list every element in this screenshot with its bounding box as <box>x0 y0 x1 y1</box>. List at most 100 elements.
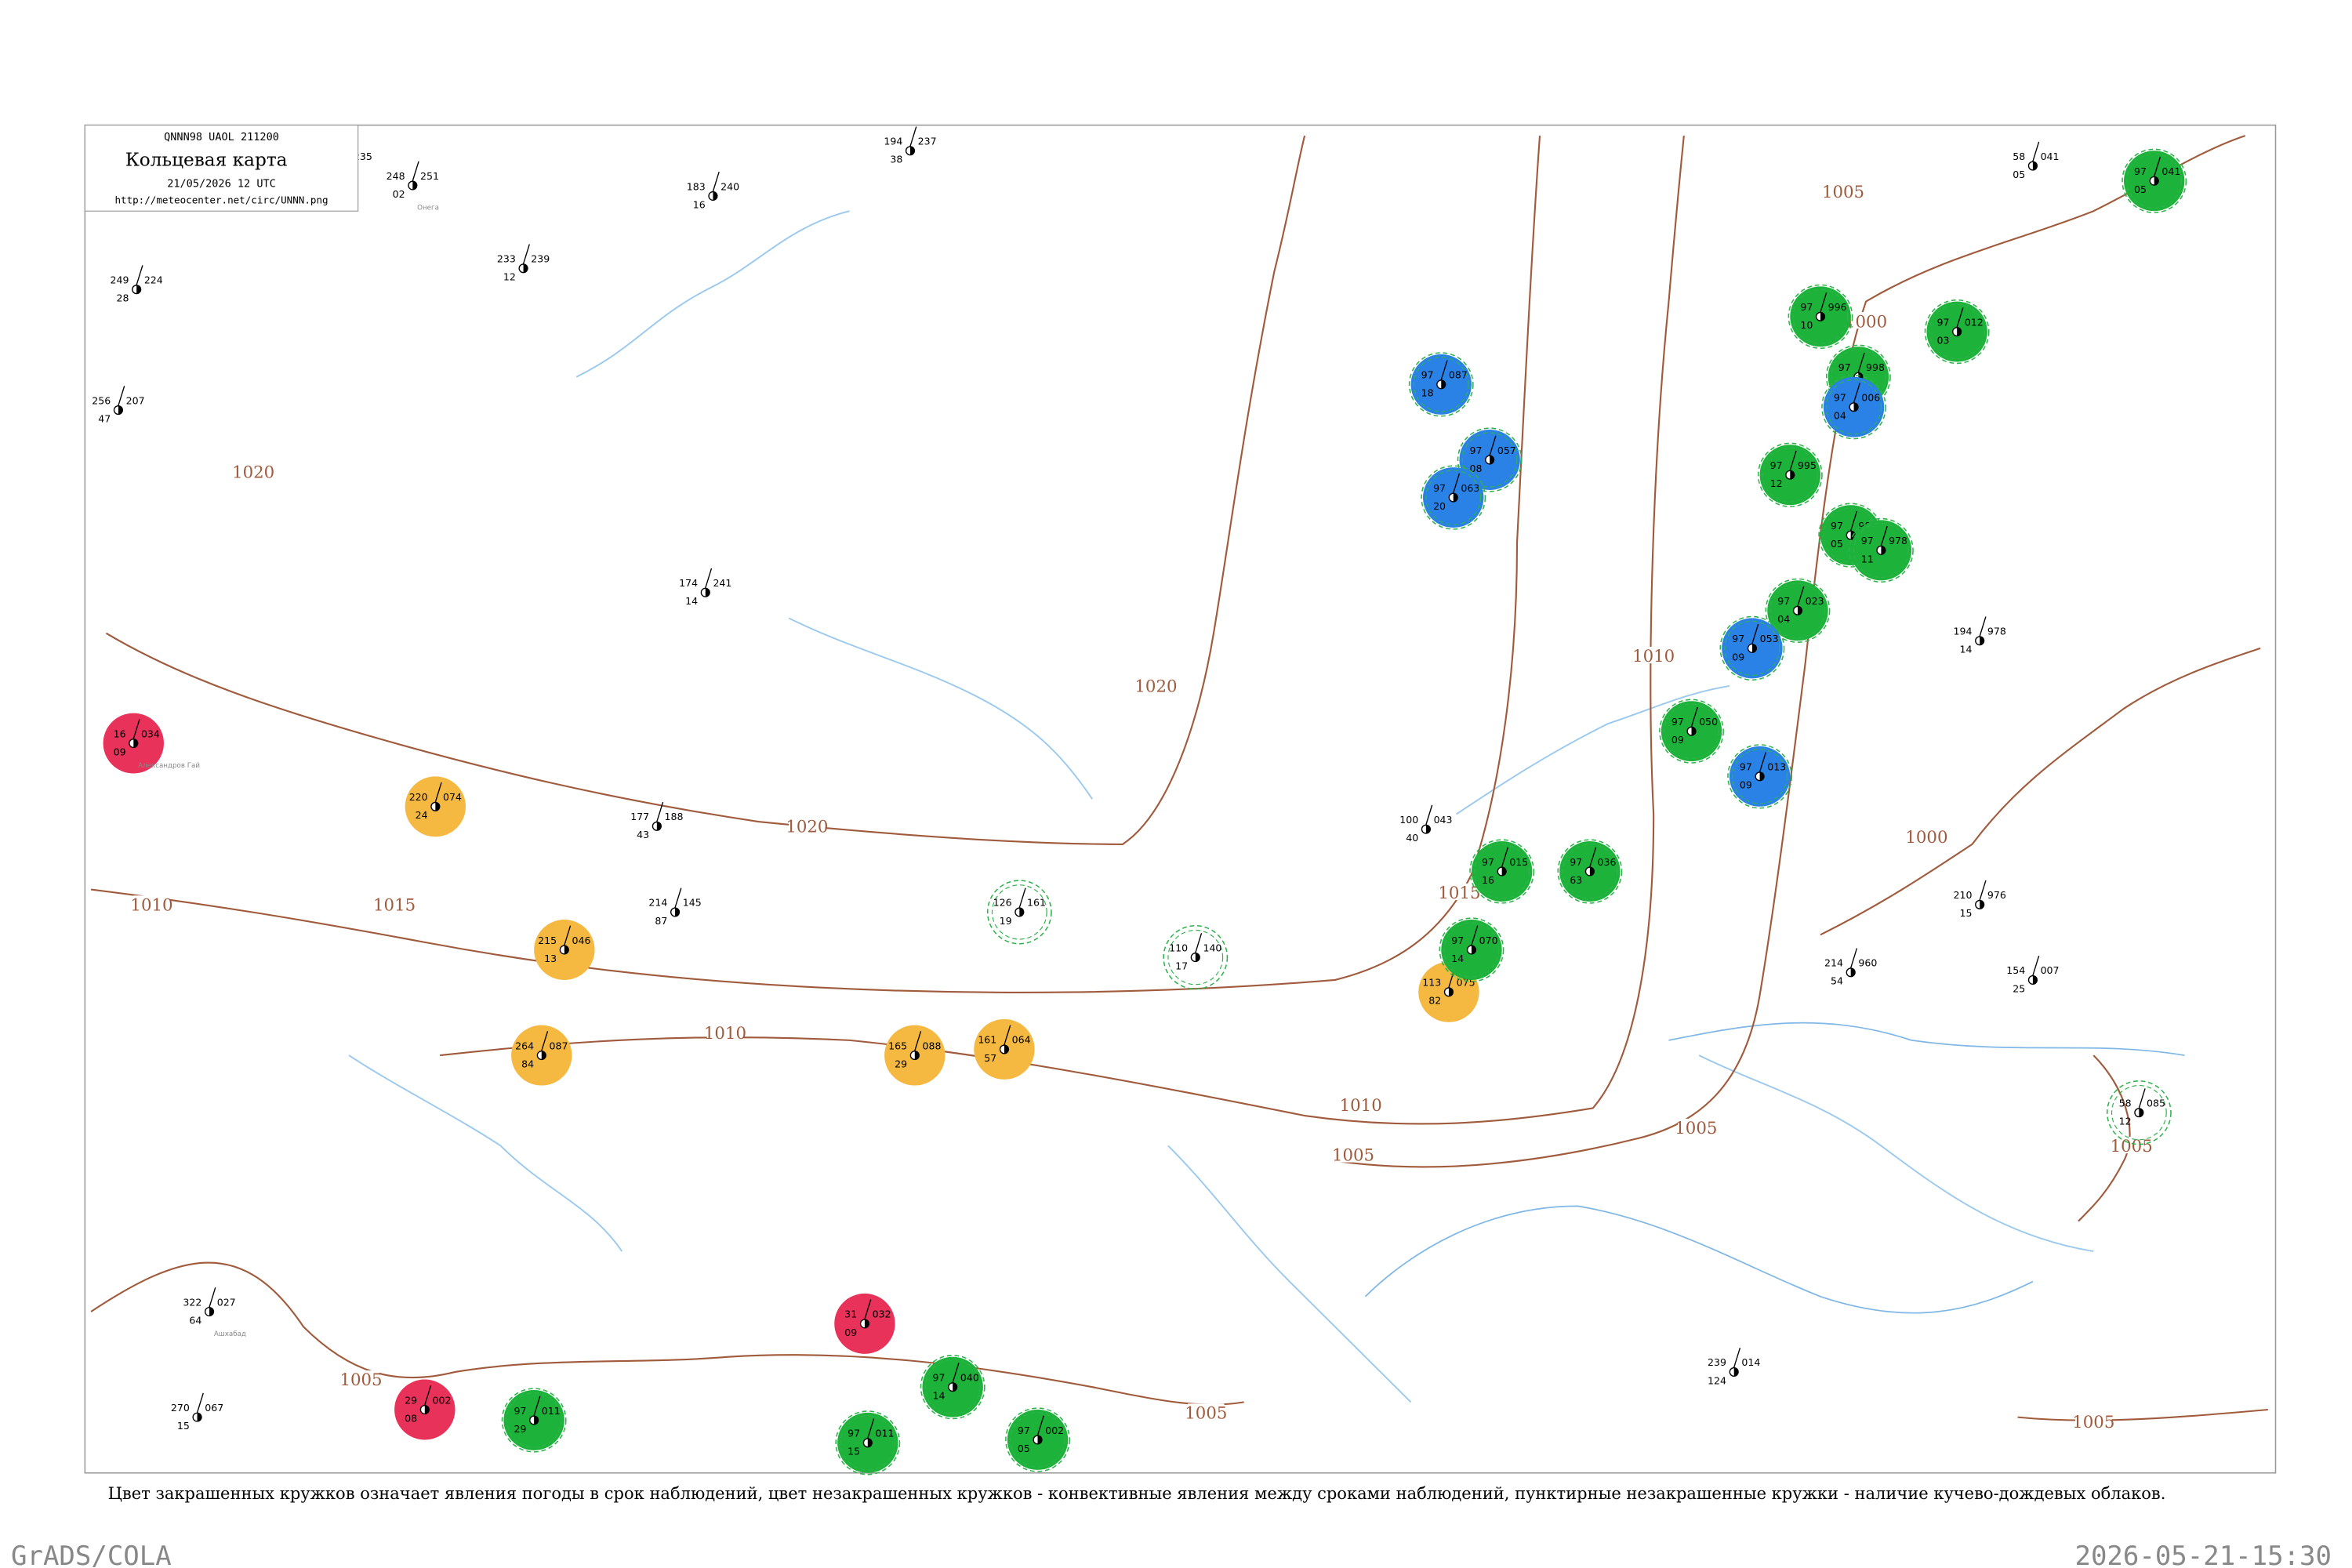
station-temperature: 97 <box>1470 445 1483 456</box>
station-cloud <box>1037 1436 1042 1444</box>
wind-barb <box>1850 510 1858 532</box>
station-pressure: 014 <box>1741 1356 1760 1368</box>
wind-barb <box>1501 847 1509 867</box>
station: 97 036 63 <box>1557 839 1623 904</box>
cb-ring <box>1765 578 1831 643</box>
station-pressure: 224 <box>144 274 163 286</box>
wind-barb <box>541 1031 549 1051</box>
wind-barb <box>434 782 442 803</box>
cb-ring <box>1421 465 1486 530</box>
station-pressure: 011 <box>542 1405 561 1417</box>
station-temperature: 97 <box>1570 856 1582 868</box>
station-temperature: 183 <box>687 180 706 192</box>
station-temperature: 97 <box>1740 761 1752 773</box>
station-temperature: 97 <box>1482 856 1494 868</box>
cb-ring <box>1929 303 1985 360</box>
station-dewpoint: 08 <box>1470 463 1483 474</box>
station-cloud <box>867 1438 873 1447</box>
station: 210 976 15 <box>1954 880 2006 919</box>
header-url: http://meteocenter.net/circ/UNNN.png <box>114 194 328 206</box>
station-temperature: 214 <box>648 897 667 909</box>
station-dewpoint: 29 <box>895 1058 907 1070</box>
station-cloud <box>2154 176 2159 186</box>
station: 220 074 24 <box>405 776 466 837</box>
wind-barb <box>196 1392 204 1414</box>
cb-ring <box>1848 517 1914 583</box>
wind-barb <box>1979 880 1987 901</box>
station-pressure: 053 <box>1760 633 1779 644</box>
cb-ring <box>920 1355 985 1420</box>
station-temperature: 322 <box>183 1296 201 1308</box>
station-dewpoint: 05 <box>2013 169 2025 180</box>
station-cloud <box>1850 967 1856 977</box>
station-pressure: 050 <box>1699 716 1718 728</box>
wind-barb <box>1789 450 1797 471</box>
cb-ring <box>1005 1407 1070 1472</box>
cb-ring <box>1830 349 1886 405</box>
station-pressure: 140 <box>1203 942 1221 953</box>
isobar-label: 1010 <box>1632 647 1675 666</box>
station: 97 050 09 <box>1659 699 1724 764</box>
wind-barb <box>1489 435 1497 456</box>
station-pressure: 046 <box>572 935 590 946</box>
station-temperature: 97 <box>1451 935 1464 946</box>
isobar-label-bg <box>234 463 272 480</box>
cb-ring <box>1724 620 1780 677</box>
cb-ring <box>501 1388 567 1453</box>
station-cloud <box>1957 327 1962 336</box>
wind-barb <box>522 244 530 264</box>
station: 214 960 54 <box>1824 948 1877 987</box>
station-temperature: 97 <box>1732 633 1744 644</box>
station-dewpoint: 15 <box>848 1446 860 1457</box>
wind-barb <box>2032 141 2040 162</box>
station-cloud <box>412 181 417 190</box>
station-temperature: 264 <box>515 1040 534 1051</box>
cb-ring <box>2106 1080 2172 1145</box>
station-dewpoint: 24 <box>416 809 428 821</box>
wind-barb <box>1036 1415 1044 1436</box>
station-cloud <box>1195 953 1200 962</box>
cb-ring <box>1826 379 1882 435</box>
station: 97 011 15 <box>835 1410 901 1475</box>
station-temperature: 97 <box>933 1372 946 1384</box>
wind-barb <box>1751 623 1759 644</box>
station-cloud <box>2032 975 2038 985</box>
station-temperature: 97 <box>1834 392 1846 404</box>
station-temperature: 174 <box>679 577 698 589</box>
station-cloud <box>914 1051 920 1060</box>
station-temperature: 210 <box>1954 889 1973 901</box>
station-temperature: 214 <box>1824 957 1843 969</box>
wind-barb <box>136 265 143 285</box>
station-temperature: 58 <box>2119 1098 2132 1109</box>
station: 97 995 12 <box>1757 442 1823 507</box>
station-temperature: 97 <box>1936 316 1949 328</box>
station: 215 046 13 <box>534 920 595 980</box>
station-cloud <box>2139 1108 2143 1117</box>
station: 97 023 04 <box>1765 578 1831 643</box>
station-cloud <box>136 285 141 294</box>
cb-ring <box>1924 299 1990 365</box>
cb-ring <box>1762 447 1818 503</box>
station-dewpoint: 16 <box>693 198 706 210</box>
wind-barb <box>1453 473 1461 494</box>
station-dewpoint: 82 <box>1428 995 1441 1007</box>
cb-ring <box>1408 352 1474 417</box>
station-cloud <box>1797 606 1802 615</box>
station-dewpoint: 05 <box>1018 1443 1030 1454</box>
station-dewpoint: 12 <box>2119 1116 2132 1127</box>
station-pressure: 007 <box>2041 964 2060 976</box>
cb-ring <box>1727 744 1793 809</box>
station-cloud <box>2032 162 2038 170</box>
station-cloud <box>953 1382 957 1392</box>
isobar-label: 1005 <box>1332 1146 1374 1166</box>
station: 97 070 14 <box>1439 917 1504 982</box>
station: 154 007 25 <box>2006 955 2060 994</box>
wind-barb <box>1759 752 1766 772</box>
wind-barb <box>118 386 125 406</box>
cb-ring <box>1443 922 1500 978</box>
station-pressure: 057 <box>1497 445 1516 456</box>
wind-barb <box>1850 948 1858 968</box>
station-dewpoint: 20 <box>1433 500 1446 512</box>
station: 97 087 18 <box>1408 352 1474 417</box>
wind-barb <box>564 925 572 946</box>
